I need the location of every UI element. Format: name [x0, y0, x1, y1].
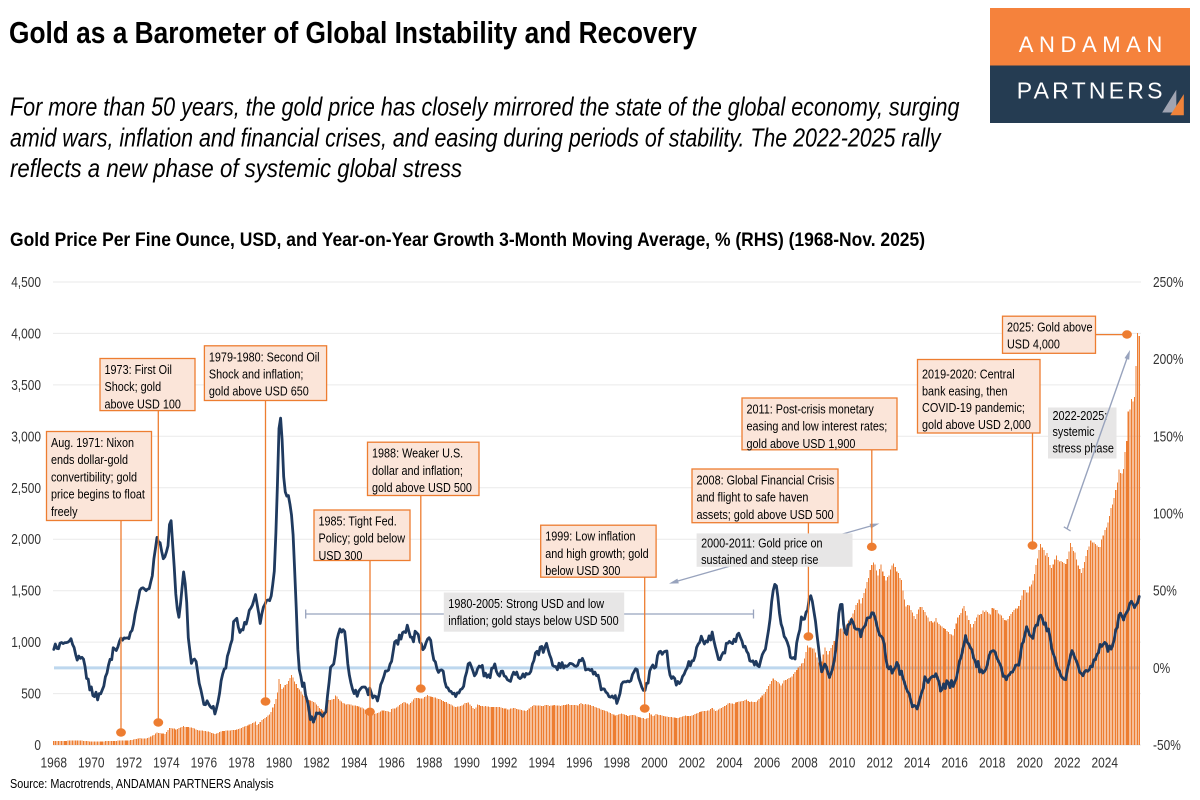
svg-text:2011: Post-crisis monetary: 2011: Post-crisis monetary — [747, 402, 875, 417]
svg-text:Shock and inflation;: Shock and inflation; — [209, 367, 304, 382]
svg-text:freely: freely — [51, 504, 78, 519]
svg-text:0: 0 — [34, 738, 41, 754]
svg-text:Gold Price Per Fine Ounce, USD: Gold Price Per Fine Ounce, USD, and Year… — [10, 229, 925, 251]
svg-text:2000: 2000 — [641, 756, 668, 772]
svg-text:bank easing, then: bank easing, then — [922, 383, 1008, 398]
svg-text:2006: 2006 — [754, 756, 781, 772]
svg-text:assets; gold above USD 500: assets; gold above USD 500 — [697, 507, 834, 522]
svg-text:below USD 300: below USD 300 — [545, 563, 620, 578]
svg-text:4,000: 4,000 — [11, 326, 41, 342]
svg-text:sustained and steep rise: sustained and steep rise — [701, 552, 818, 567]
svg-text:price begins to float: price begins to float — [51, 487, 145, 502]
svg-text:gold above USD 500: gold above USD 500 — [372, 480, 472, 495]
svg-text:2002: 2002 — [679, 756, 706, 772]
svg-text:1999: Low inflation: 1999: Low inflation — [545, 529, 635, 544]
svg-text:2008: Global Financial Crisis: 2008: Global Financial Crisis — [697, 473, 835, 488]
svg-text:inflation; gold stays below US: inflation; gold stays below USD 500 — [448, 613, 618, 628]
svg-text:1998: 1998 — [604, 756, 631, 772]
svg-text:and high growth; gold: and high growth; gold — [545, 546, 649, 561]
svg-text:USD 4,000: USD 4,000 — [1007, 337, 1060, 352]
svg-text:gold above USD 1,900: gold above USD 1,900 — [747, 436, 856, 451]
svg-text:2012: 2012 — [866, 756, 893, 772]
svg-text:gold above USD 650: gold above USD 650 — [209, 384, 309, 399]
svg-text:systemic: systemic — [1053, 424, 1095, 439]
svg-text:200%: 200% — [1153, 352, 1183, 368]
svg-text:2016: 2016 — [941, 756, 968, 772]
svg-text:3,500: 3,500 — [11, 378, 41, 394]
svg-text:Aug. 1971: Nixon: Aug. 1971: Nixon — [51, 435, 134, 450]
svg-text:1980: 1980 — [266, 756, 293, 772]
svg-text:1,000: 1,000 — [11, 635, 41, 651]
svg-text:2008: 2008 — [791, 756, 818, 772]
svg-text:-50%: -50% — [1153, 738, 1181, 754]
svg-text:COVID-19 pandemic;: COVID-19 pandemic; — [922, 400, 1025, 415]
svg-text:stress phase: stress phase — [1053, 440, 1114, 455]
svg-text:4,500: 4,500 — [11, 275, 41, 291]
svg-text:1979-1980: Second Oil: 1979-1980: Second Oil — [209, 349, 320, 364]
svg-text:ANDAMAN: ANDAMAN — [1019, 32, 1163, 57]
svg-text:1972: 1972 — [116, 756, 143, 772]
svg-text:150%: 150% — [1153, 429, 1183, 445]
svg-text:2,500: 2,500 — [11, 481, 41, 497]
svg-text:2014: 2014 — [904, 756, 931, 772]
svg-text:2022: 2022 — [1054, 756, 1081, 772]
svg-text:1994: 1994 — [529, 756, 556, 772]
svg-text:2018: 2018 — [979, 756, 1006, 772]
svg-text:250%: 250% — [1153, 275, 1183, 291]
svg-text:2004: 2004 — [716, 756, 743, 772]
svg-text:50%: 50% — [1153, 584, 1177, 600]
svg-text:1988: 1988 — [416, 756, 443, 772]
svg-text:2024: 2024 — [1092, 756, 1119, 772]
svg-text:amid wars, inflation and finan: amid wars, inflation and financial crise… — [10, 122, 942, 152]
svg-text:1992: 1992 — [491, 756, 518, 772]
svg-text:2022-2025:: 2022-2025: — [1053, 408, 1108, 423]
svg-text:2020: 2020 — [1016, 756, 1043, 772]
svg-text:ends dollar-gold: ends dollar-gold — [51, 452, 128, 467]
svg-text:gold above USD 2,000: gold above USD 2,000 — [922, 417, 1031, 432]
svg-text:1968: 1968 — [41, 756, 68, 772]
svg-text:and flight to safe haven: and flight to safe haven — [697, 490, 809, 505]
svg-text:1988: Weaker U.S.: 1988: Weaker U.S. — [372, 446, 463, 461]
svg-text:500: 500 — [21, 687, 41, 703]
svg-text:Policy; gold below: Policy; gold below — [319, 531, 406, 546]
svg-text:Gold as a Barometer of Global: Gold as a Barometer of Global Instabilit… — [9, 15, 698, 50]
svg-text:For more than 50 years, the go: For more than 50 years, the gold price h… — [10, 92, 960, 122]
svg-text:2025: Gold above: 2025: Gold above — [1007, 320, 1093, 335]
svg-text:dollar and inflation;: dollar and inflation; — [372, 463, 463, 478]
svg-text:easing and low interest rates;: easing and low interest rates; — [747, 419, 888, 434]
svg-text:2,000: 2,000 — [11, 532, 41, 548]
svg-text:2010: 2010 — [829, 756, 856, 772]
svg-text:1984: 1984 — [341, 756, 368, 772]
svg-text:1970: 1970 — [78, 756, 105, 772]
svg-text:1980-2005: Strong USD and low: 1980-2005: Strong USD and low — [448, 596, 604, 611]
svg-text:1985: Tight Fed.: 1985: Tight Fed. — [319, 514, 397, 529]
svg-text:1,500: 1,500 — [11, 584, 41, 600]
svg-text:Shock; gold: Shock; gold — [105, 379, 162, 394]
svg-text:100%: 100% — [1153, 507, 1183, 523]
svg-text:1974: 1974 — [153, 756, 180, 772]
svg-text:convertibility; gold: convertibility; gold — [51, 469, 137, 484]
svg-text:above USD 100: above USD 100 — [105, 396, 181, 411]
svg-text:USD 300: USD 300 — [319, 548, 363, 563]
svg-text:1976: 1976 — [191, 756, 218, 772]
svg-text:reflects a new phase of system: reflects a new phase of systemic global … — [10, 153, 462, 183]
svg-text:3,000: 3,000 — [11, 429, 41, 445]
svg-text:2019-2020: Central: 2019-2020: Central — [922, 367, 1015, 382]
svg-text:1973: First Oil: 1973: First Oil — [105, 362, 172, 377]
svg-text:2000-2011: Gold price on: 2000-2011: Gold price on — [701, 536, 822, 551]
svg-text:1978: 1978 — [228, 756, 255, 772]
svg-text:1996: 1996 — [566, 756, 593, 772]
svg-text:PARTNERS: PARTNERS — [1017, 78, 1163, 104]
svg-text:1982: 1982 — [303, 756, 330, 772]
svg-text:1986: 1986 — [378, 756, 405, 772]
svg-text:0%: 0% — [1153, 661, 1170, 677]
svg-text:Source: Macrotrends, ANDAMAN P: Source: Macrotrends, ANDAMAN PARTNERS An… — [10, 776, 274, 791]
svg-text:1990: 1990 — [453, 756, 480, 772]
